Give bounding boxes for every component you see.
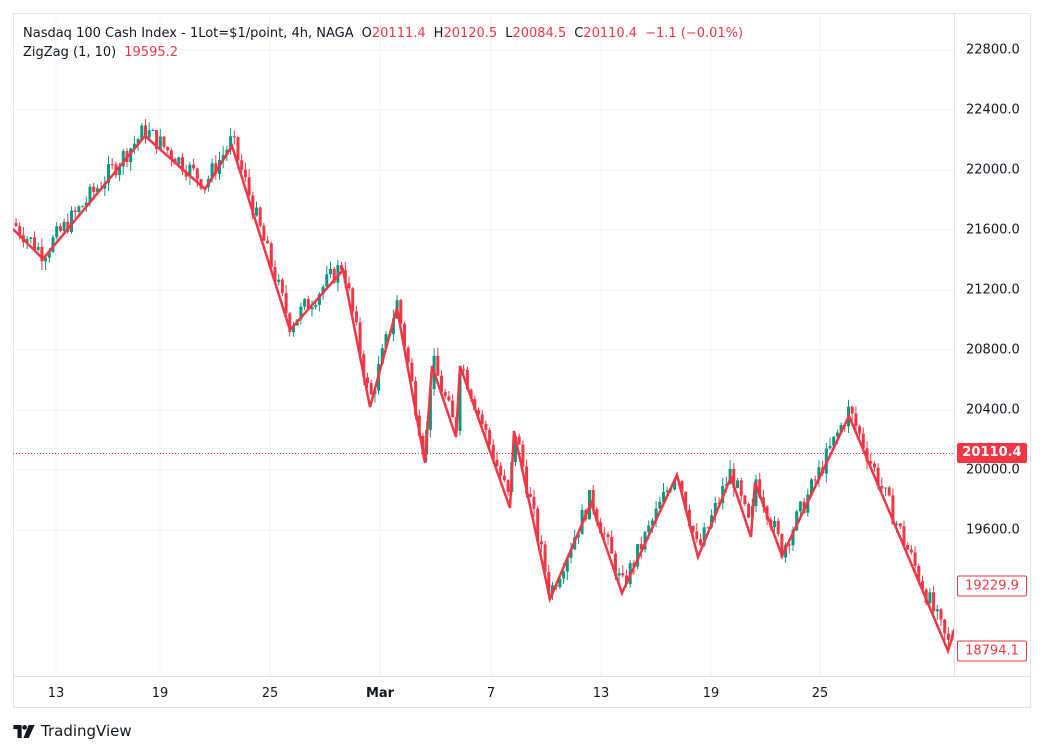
price-tick-label: 20800.0 <box>966 342 1020 358</box>
ohlc-legend-row: Nasdaq 100 Cash Index - 1Lot=$1/point, 4… <box>23 24 743 43</box>
symbol-title[interactable]: Nasdaq 100 Cash Index - 1Lot=$1/point, 4… <box>23 26 354 41</box>
open-value: 20111.4 <box>371 26 426 41</box>
high-value: 20120.5 <box>443 26 498 41</box>
price-tick-label: 19600.0 <box>966 522 1020 538</box>
price-tick-label: 20400.0 <box>966 402 1020 418</box>
time-axis[interactable] <box>13 676 1031 708</box>
chart-legend: Nasdaq 100 Cash Index - 1Lot=$1/point, 4… <box>23 24 743 62</box>
time-tick-label: 7 <box>486 686 496 701</box>
chart-plot-area[interactable] <box>13 13 954 676</box>
price-axis[interactable] <box>954 13 1031 676</box>
zigzag-price-label: 18794.1 <box>957 640 1027 662</box>
close-label: C <box>574 26 584 41</box>
low-value: 20084.5 <box>512 26 567 41</box>
time-tick-label: 25 <box>261 686 279 701</box>
indicator-legend-row: ZigZag (1, 10) 19595.2 <box>23 43 743 62</box>
zigzag-indicator-line <box>13 134 954 655</box>
indicator-name[interactable]: ZigZag (1, 10) <box>23 45 117 60</box>
price-tick-label: 20000.0 <box>966 462 1020 478</box>
close-value: 20110.4 <box>583 26 638 41</box>
time-tick-label: 13 <box>592 686 610 701</box>
price-tick-label: 22400.0 <box>966 102 1020 118</box>
zigzag-price-label: 19229.9 <box>957 575 1027 596</box>
time-tick-label: Mar <box>365 686 395 701</box>
low-label: L <box>505 26 513 41</box>
time-tick-label: 13 <box>47 686 65 701</box>
open-label: O <box>361 26 372 41</box>
tradingview-brand[interactable]: TradingView <box>13 722 132 740</box>
candlestick-chart[interactable] <box>13 13 954 676</box>
chart-frame <box>13 13 1031 708</box>
tradingview-logo-icon <box>13 724 35 738</box>
brand-name: TradingView <box>41 722 132 740</box>
high-label: H <box>433 26 444 41</box>
time-tick-label: 25 <box>811 686 829 701</box>
change-value: −1.1 (−0.01%) <box>645 26 744 41</box>
time-tick-label: 19 <box>702 686 720 701</box>
last-price-label: 20110.4 <box>957 443 1027 464</box>
price-tick-label: 21600.0 <box>966 222 1020 238</box>
price-tick-label: 21200.0 <box>966 282 1020 298</box>
time-tick-label: 19 <box>151 686 169 701</box>
price-tick-label: 22800.0 <box>966 42 1020 58</box>
price-tick-label: 22000.0 <box>966 162 1020 178</box>
indicator-value: 19595.2 <box>124 45 179 60</box>
